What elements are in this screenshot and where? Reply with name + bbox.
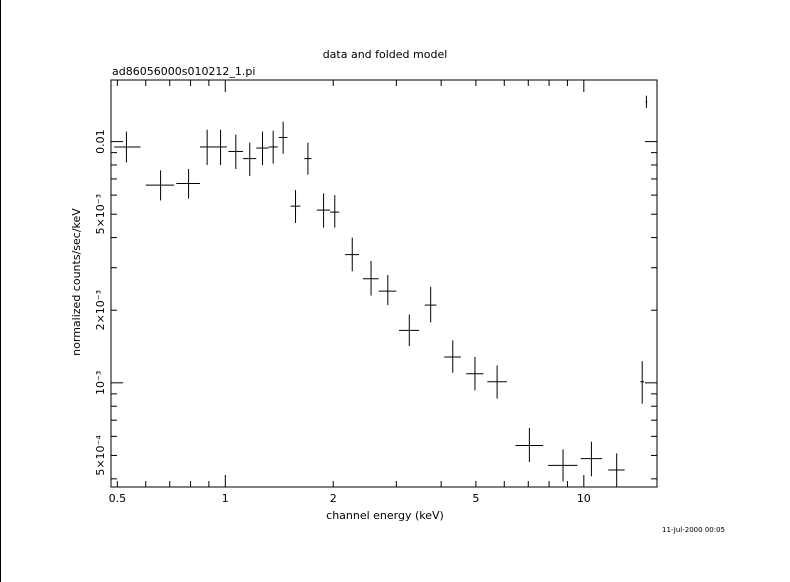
x-tick-label: 2 xyxy=(330,492,337,505)
data-point xyxy=(580,441,603,477)
y-tick-label: 5×10⁻³ xyxy=(94,194,107,234)
data-point xyxy=(548,449,578,482)
data-point xyxy=(278,121,288,154)
timestamp: 11-Jul-2000 00:05 xyxy=(662,526,725,534)
data-point xyxy=(444,340,461,373)
data-point xyxy=(424,286,437,323)
data-point xyxy=(290,189,301,223)
data-point xyxy=(242,142,257,177)
data-point xyxy=(345,237,359,272)
x-tick-label: 10 xyxy=(577,492,591,505)
y-tick-label: 0.01 xyxy=(94,129,107,154)
data-point xyxy=(145,170,175,201)
data-point xyxy=(640,361,645,404)
data-layer xyxy=(114,95,648,487)
data-point xyxy=(466,356,484,391)
data-point xyxy=(362,260,379,296)
data-point xyxy=(114,131,141,163)
chart-title: data and folded model xyxy=(323,48,448,61)
x-tick-label: 0.5 xyxy=(109,492,127,505)
data-point xyxy=(645,95,648,108)
y-tick-label: 5×10⁻⁴ xyxy=(94,435,107,476)
data-point xyxy=(316,193,331,228)
x-tick-label: 5 xyxy=(472,492,479,505)
data-point xyxy=(176,168,200,199)
data-point xyxy=(213,129,227,165)
y-tick-label: 2×10⁻³ xyxy=(94,290,107,330)
x-tick-label: 1 xyxy=(222,492,229,505)
data-point xyxy=(487,365,507,399)
data-point xyxy=(330,195,340,228)
window-left-edge xyxy=(0,0,1,582)
axes-layer: 0.5 1 2 5 10 0.01 5×10⁻³ 2×10⁻³ 10⁻³ 5×10⁻⁴ xyxy=(94,79,658,505)
chart-subtitle: ad86056000s010212_1.pi xyxy=(112,65,255,78)
data-point xyxy=(515,427,544,462)
x-axis-label: channel energy (keV) xyxy=(326,509,444,522)
data-point xyxy=(304,142,312,175)
data-point xyxy=(199,129,214,165)
data-point xyxy=(228,134,243,169)
data-point xyxy=(268,130,278,164)
y-axis-label: normalized counts/sec/keV xyxy=(70,208,83,356)
y-tick-label: 10⁻³ xyxy=(94,371,107,395)
data-point xyxy=(398,314,420,347)
data-point xyxy=(378,274,397,306)
data-point xyxy=(608,453,625,487)
plot-frame xyxy=(110,79,658,488)
data-point xyxy=(256,131,269,165)
